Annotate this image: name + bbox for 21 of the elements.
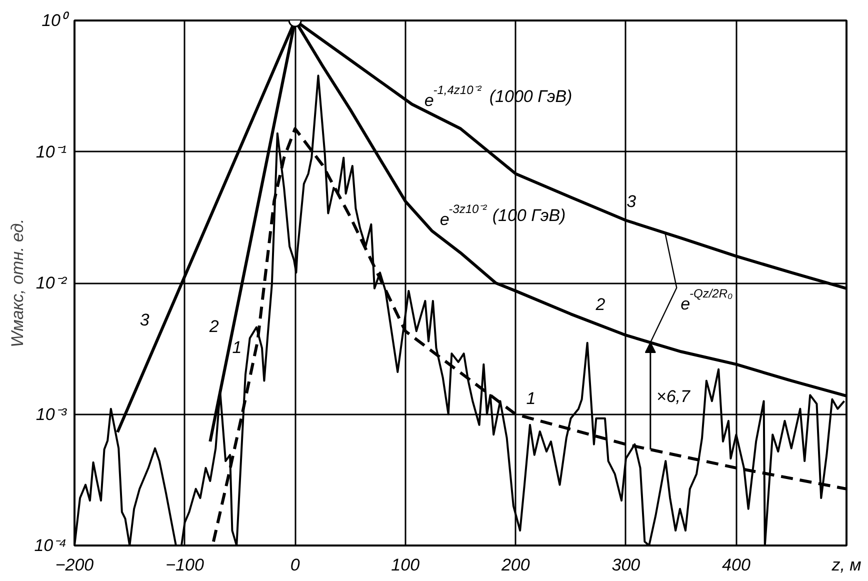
x-tick-label: −100 (166, 556, 204, 574)
y-tick-label: 10⁻³ (36, 404, 68, 424)
x-tick-label: 200 (500, 556, 530, 574)
series-label: 2 (594, 295, 606, 314)
y-axis-title: Wмакс, отн. ед. (8, 218, 28, 348)
y-tick-label: 10⁰ (42, 11, 70, 30)
text: 1 (232, 338, 242, 357)
series-label: 1 (526, 389, 536, 408)
x-axis-title: z, м (830, 556, 862, 574)
x-tick-label: −200 (55, 556, 94, 574)
x-tick-label: 300 (612, 556, 641, 574)
x-tick-label: 400 (722, 556, 751, 574)
text: 2 (209, 317, 219, 336)
annotation: ×6,7 (656, 387, 691, 406)
y-tick-label: 10⁻² (36, 274, 68, 292)
x-tick-label: 100 (391, 556, 420, 574)
x-tick-label: 0 (290, 556, 300, 574)
series-label: 3 (626, 192, 637, 211)
y-tick-label: 10⁻⁴ (34, 536, 67, 555)
y-tick-label: 10⁻¹ (36, 142, 67, 162)
text: 3 (140, 310, 150, 330)
